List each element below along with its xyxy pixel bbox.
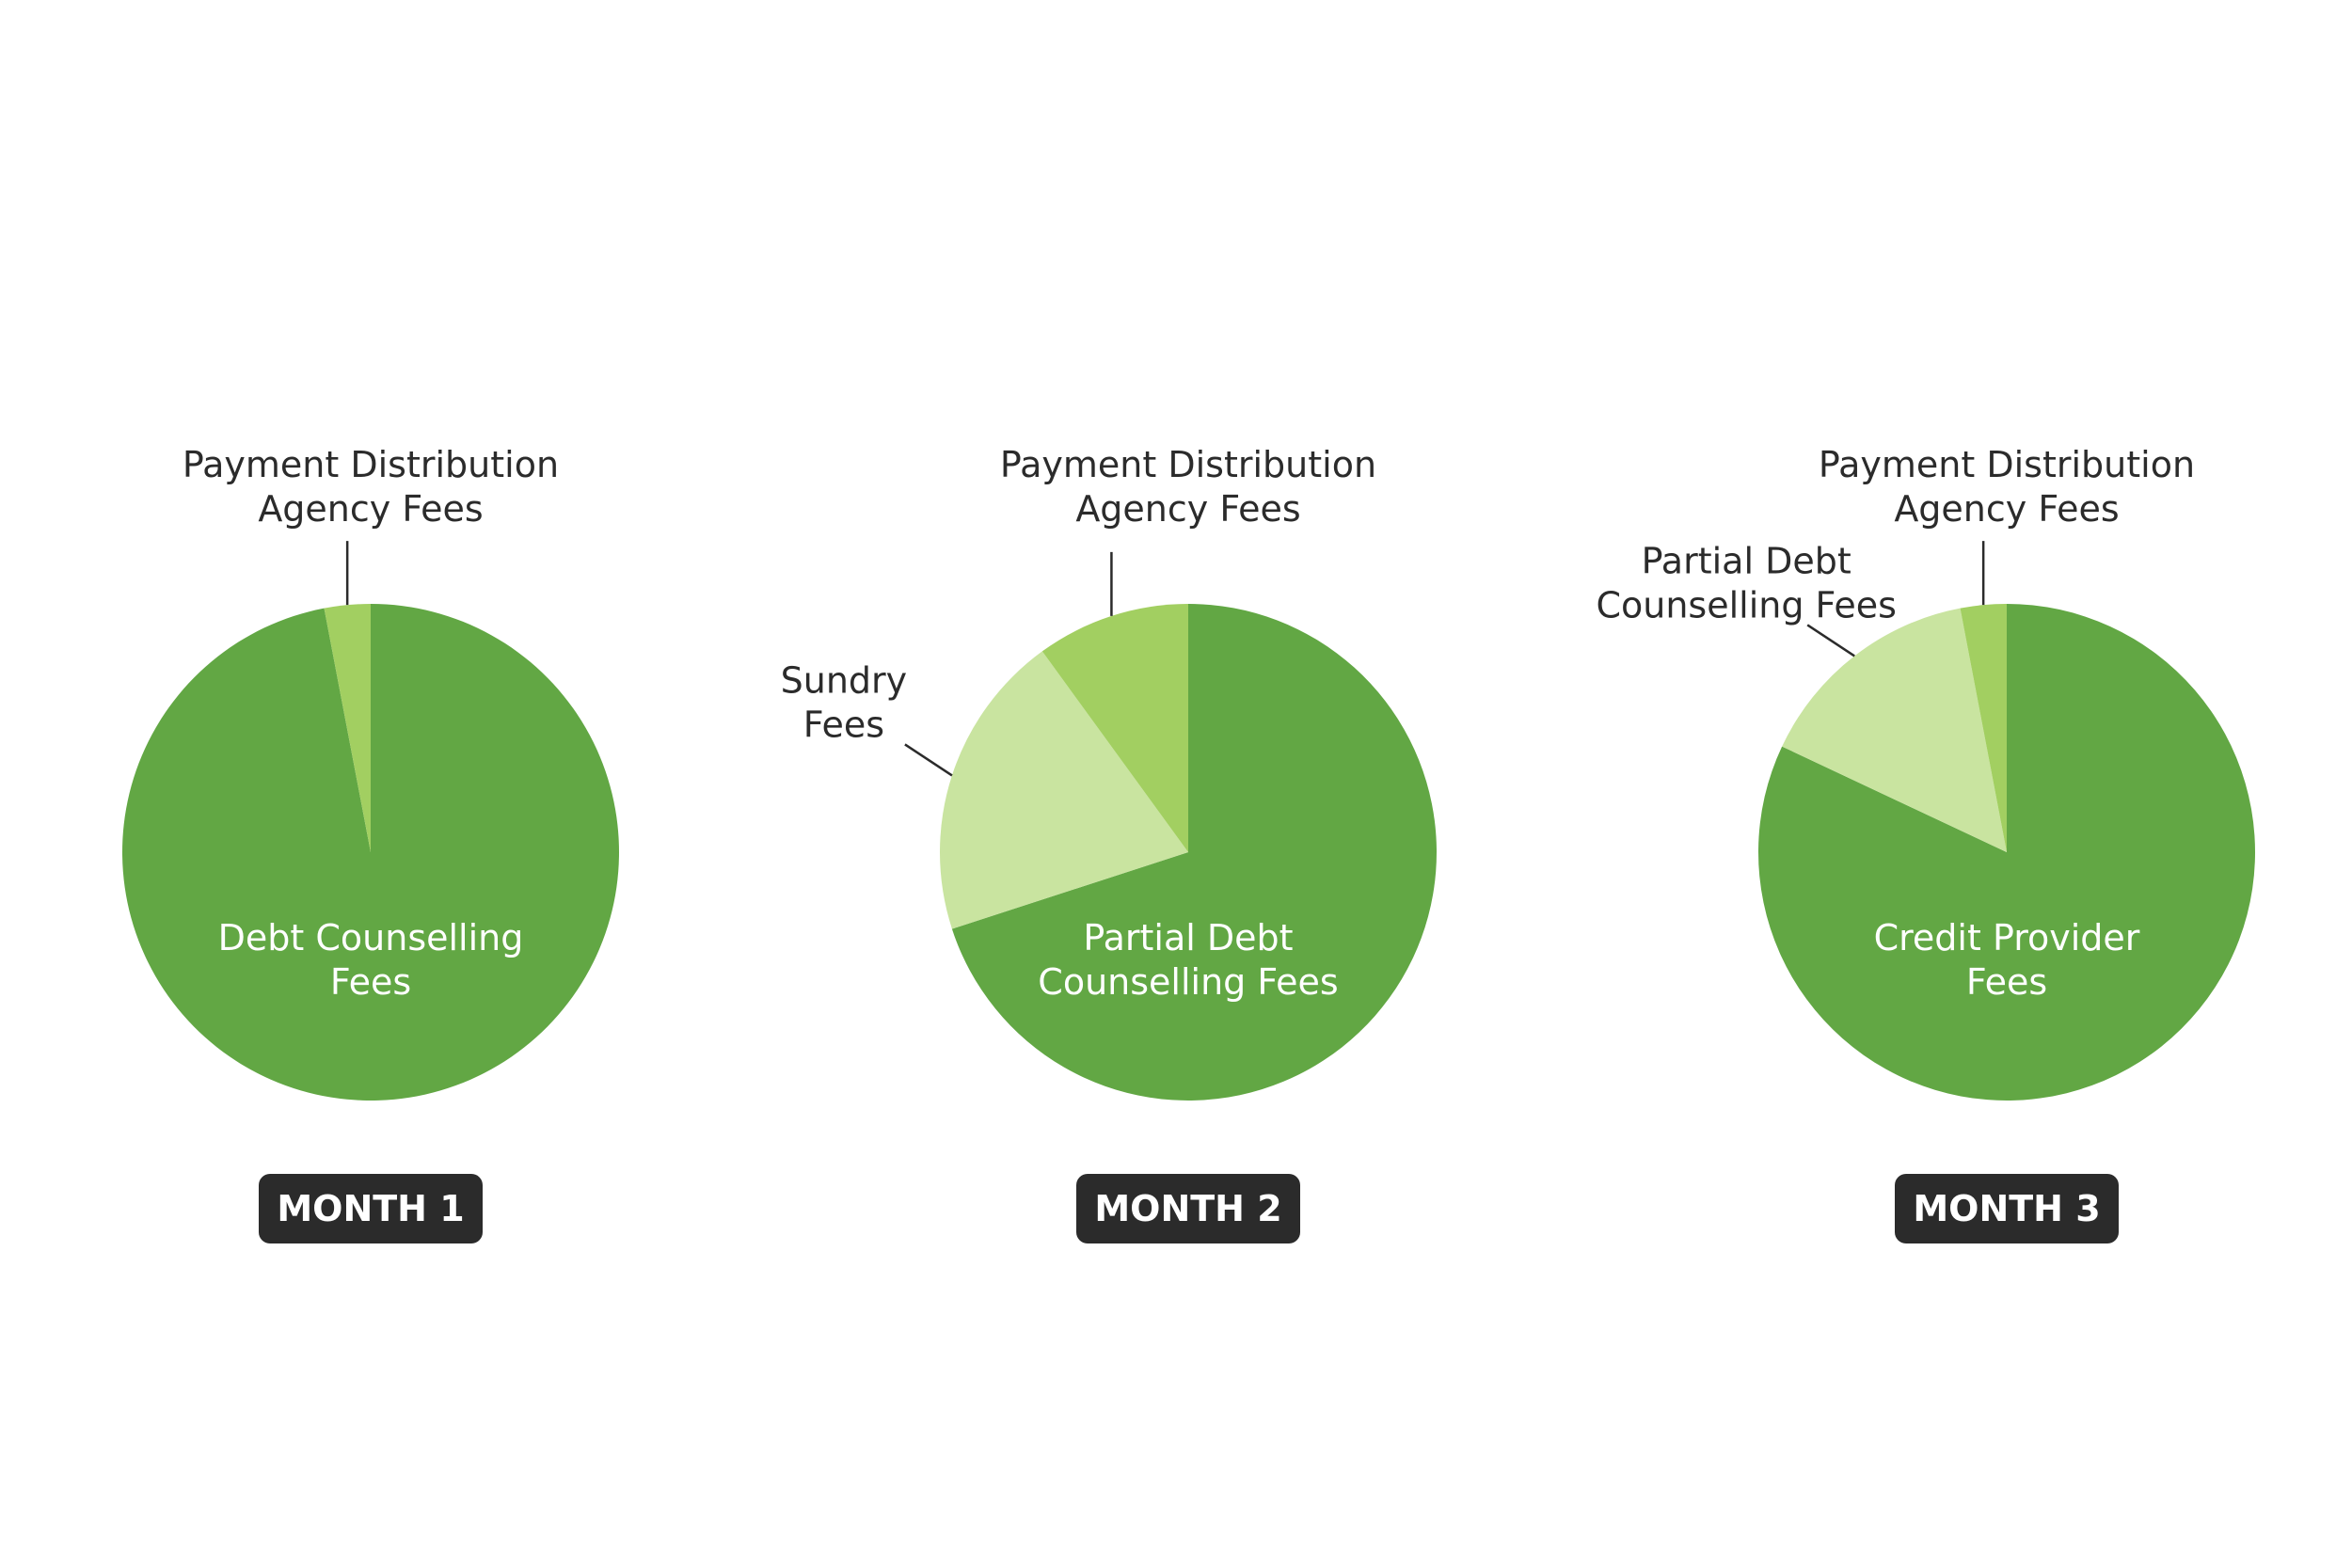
label-payment-distribution-agency-fees-line-2: Agency Fees [1075, 488, 1300, 530]
label-sundry-fees-line-2: Fees [803, 704, 884, 745]
leader-line [904, 743, 953, 777]
label-partial-debt-counselling-fees: Partial Debt Counselling Fees [1038, 917, 1338, 1003]
label-partial-debt-counselling-fees-line-2: Counselling Fees [1596, 584, 1896, 626]
label-debt-counselling-fees-line-1: Debt Counselling [218, 917, 524, 958]
slice-partial-debt-counselling-fees [951, 604, 1437, 1101]
label-credit-provider-fees-line-1: Credit Provider [1874, 917, 2140, 958]
label-payment-distribution-agency-fees: Payment Distribution Agency Fees [1000, 444, 1376, 530]
label-payment-distribution-agency-fees-line-1: Payment Distribution [1819, 444, 2195, 485]
label-credit-provider-fees: Credit Provider Fees [1874, 917, 2140, 1003]
slice-debt-counselling-fees [121, 604, 619, 1101]
month-badge: MONTH 1 [259, 1174, 483, 1243]
slice-credit-provider-fees [1758, 604, 2256, 1101]
month-badge-bg [1076, 1174, 1300, 1243]
slice-partial-debt-counselling-fees [1782, 608, 2007, 852]
slice-sundry-fees [940, 651, 1188, 929]
slice-payment-distribution-agency-fees [1041, 604, 1188, 852]
slice-payment-distribution-agency-fees [1960, 604, 2007, 852]
label-partial-debt-counselling-fees: Partial Debt Counselling Fees [1596, 540, 1896, 626]
label-credit-provider-fees-line-2: Fees [1966, 961, 2047, 1003]
label-sundry-fees-line-1: Sundry [781, 659, 908, 701]
label-debt-counselling-fees: Debt Counselling Fees [218, 917, 524, 1003]
month-badge-label: MONTH 3 [1913, 1188, 2100, 1229]
label-payment-distribution-agency-fees-line-2: Agency Fees [258, 488, 483, 530]
month-badge-bg [1895, 1174, 2119, 1243]
month-badge: MONTH 2 [1076, 1174, 1300, 1243]
label-payment-distribution-agency-fees: Payment Distribution Agency Fees [183, 444, 559, 530]
month-badge: MONTH 3 [1895, 1174, 2119, 1243]
month-badge-label: MONTH 2 [1094, 1188, 1281, 1229]
label-payment-distribution-agency-fees: Payment Distribution Agency Fees [1819, 444, 2195, 530]
slice-payment-distribution-agency-fees [324, 604, 371, 852]
label-payment-distribution-agency-fees-line-1: Payment Distribution [183, 444, 559, 485]
label-debt-counselling-fees-line-2: Fees [330, 961, 411, 1003]
label-partial-debt-counselling-fees-line-1: Partial Debt [1083, 917, 1293, 958]
pie-chart-1 [121, 541, 619, 1101]
label-partial-debt-counselling-fees-line-2: Counselling Fees [1038, 961, 1338, 1003]
leader-line [1806, 624, 1855, 657]
label-partial-debt-counselling-fees-line-1: Partial Debt [1642, 540, 1851, 581]
label-payment-distribution-agency-fees-line-1: Payment Distribution [1000, 444, 1376, 485]
month-badge-label: MONTH 1 [277, 1188, 464, 1229]
month-badge-bg [259, 1174, 483, 1243]
pie-chart-2 [904, 551, 1437, 1101]
label-payment-distribution-agency-fees-line-2: Agency Fees [1894, 488, 2119, 530]
pie-chart-3 [1758, 541, 2256, 1101]
label-sundry-fees: Sundry Fees [781, 659, 908, 745]
